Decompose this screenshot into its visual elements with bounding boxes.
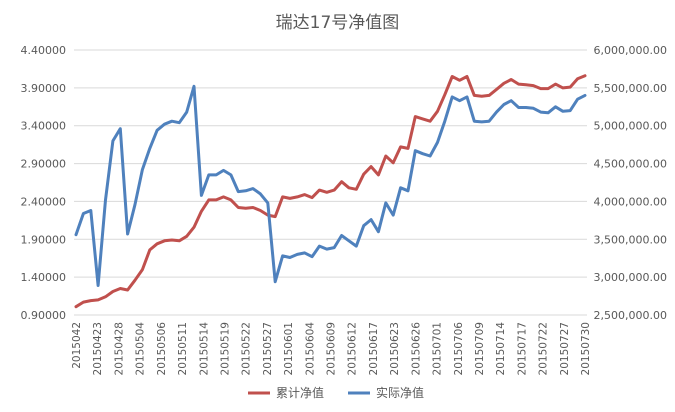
left-y-tick-label: 4.40000 [21, 44, 67, 57]
chart-title: 瑞达17号净值图 [275, 13, 400, 33]
legend-label: 实际净值 [376, 385, 424, 400]
x-tick-label: 20150519 [219, 322, 231, 375]
x-tick-label: 20150727 [559, 322, 571, 375]
x-tick-label: 20150730 [580, 322, 592, 375]
x-tick-label: 20150514 [198, 322, 210, 376]
legend: 累计净值 实际净值 [248, 385, 424, 400]
x-tick-label: 20150522 [241, 322, 253, 375]
gridlines [74, 49, 587, 316]
x-tick-label: 20150717 [516, 322, 528, 375]
x-tick-label: 20150601 [283, 322, 295, 375]
right-y-tick-label: 6,000,000.00 [594, 44, 667, 57]
x-tick-label: 2015042 [71, 322, 83, 369]
left-y-tick-label: 3.90000 [21, 82, 67, 95]
left-y-tick-label: 0.90000 [21, 309, 67, 322]
right-y-tick-label: 3,500,000.00 [594, 233, 667, 246]
x-axis: 2015042 20150423 20150428 20150504 20150506 2… [71, 322, 592, 376]
legend-label: 累计净值 [276, 385, 324, 400]
right-y-tick-label: 5,500,000.00 [594, 82, 667, 95]
left-y-axis: 0.90000 1.40000 1.90000 2.40000 2.90000 3.400… [21, 44, 67, 322]
x-tick-label: 20150623 [389, 322, 401, 375]
x-tick-label: 20150722 [538, 322, 550, 375]
left-y-tick-label: 1.90000 [21, 233, 67, 246]
x-tick-label: 20150612 [347, 322, 359, 375]
x-tick-label: 20150506 [156, 322, 168, 376]
series-line-cumulative-nav [74, 74, 587, 309]
series-line-actual-nav [74, 84, 587, 287]
x-tick-label: 20150709 [474, 322, 486, 375]
x-tick-label: 20150609 [326, 322, 338, 375]
x-tick-label: 20150527 [262, 322, 274, 375]
series-lines [74, 74, 587, 309]
left-y-tick-label: 2.90000 [21, 158, 67, 171]
x-tick-label: 20150423 [92, 322, 104, 375]
x-tick-label: 20150714 [495, 322, 507, 376]
x-tick-label: 20150428 [113, 322, 125, 375]
left-y-tick-label: 3.40000 [21, 120, 67, 133]
right-y-tick-label: 4,500,000.00 [594, 158, 667, 171]
x-tick-label: 20150511 [177, 322, 189, 375]
x-tick-label: 20150604 [304, 322, 316, 376]
left-y-tick-label: 1.40000 [21, 271, 67, 284]
x-tick-label: 20150706 [453, 322, 465, 376]
x-tick-label: 20150701 [432, 322, 444, 375]
x-tick-label: 20150626 [410, 322, 422, 376]
right-y-tick-label: 3,000,000.00 [594, 271, 667, 284]
right-y-axis: 2,500,000.00 3,000,000.00 3,500,000.00 4,00… [594, 44, 667, 322]
right-y-tick-label: 4,000,000.00 [594, 195, 667, 208]
legend-item: 累计净值 [248, 385, 324, 400]
x-tick-label: 20150617 [368, 322, 380, 375]
right-y-tick-label: 2,500,000.00 [594, 309, 667, 322]
left-y-tick-label: 2.40000 [21, 195, 67, 208]
legend-item: 实际净值 [348, 385, 424, 400]
x-tick-label: 20150504 [135, 322, 147, 376]
right-y-tick-label: 5,000,000.00 [594, 120, 667, 133]
